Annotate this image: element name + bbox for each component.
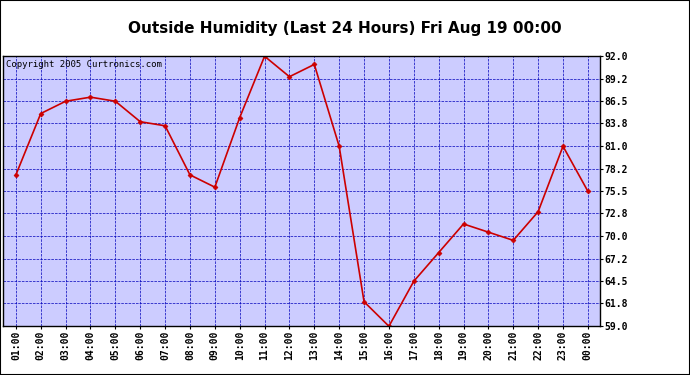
Text: Outside Humidity (Last 24 Hours) Fri Aug 19 00:00: Outside Humidity (Last 24 Hours) Fri Aug… [128,21,562,36]
Text: Copyright 2005 Curtronics.com: Copyright 2005 Curtronics.com [6,60,162,69]
